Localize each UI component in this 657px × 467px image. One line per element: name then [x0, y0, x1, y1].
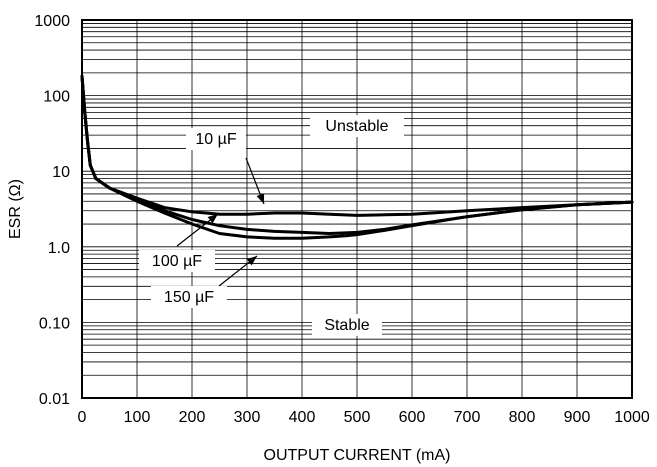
annotation-150uf: 150 µF: [164, 289, 214, 306]
annotation-10uf-box: [186, 128, 246, 150]
x-tick-label: 500: [344, 409, 371, 426]
x-tick-label: 100: [124, 409, 151, 426]
plot-frame: [81, 19, 633, 399]
arrow-150uf-head: [246, 256, 257, 266]
y-tick-label: 0.01: [39, 391, 70, 408]
y-axis-label: ESR (Ω): [7, 179, 24, 239]
annotation-unstable: Unstable: [325, 118, 388, 135]
arrow-100uf-head: [207, 214, 218, 224]
y-tick-label: 100: [43, 89, 70, 106]
x-tick-label: 700: [454, 409, 481, 426]
x-tick-label: 0: [78, 409, 87, 426]
x-tick-label: 900: [564, 409, 591, 426]
x-tick-label: 600: [399, 409, 426, 426]
x-tick-label: 300: [234, 409, 261, 426]
x-tick-label: 800: [509, 409, 536, 426]
x-axis-label: OUTPUT CURRENT (mA): [264, 447, 451, 464]
chart-annotations: Unstable Stable 10 µF 100 µF 150 µF: [139, 115, 404, 336]
data-series: [80, 74, 634, 240]
y-tick-label: 1.0: [48, 240, 70, 257]
x-tick-label: 1000: [614, 409, 650, 426]
series-line-3: [80, 74, 634, 240]
x-tick-label: 400: [289, 409, 316, 426]
y-tick-label: 10: [52, 164, 70, 181]
y-tick-label: 1000: [34, 13, 70, 30]
annotation-unstable-box: [310, 115, 404, 137]
annotation-100uf-box: [139, 250, 215, 272]
annotation-stable: Stable: [324, 317, 369, 334]
y-tick-label: 0.10: [39, 315, 70, 332]
annotation-150uf-box: [151, 286, 227, 308]
annotation-stable-box: [312, 314, 382, 336]
arrow-10uf-head: [256, 193, 265, 204]
annotation-10uf: 10 µF: [195, 131, 236, 148]
x-tick-label: 200: [179, 409, 206, 426]
axis-ticks: 0 100 200 300 400 500 600 700 800 900 1000 0.01 0.10…: [34, 13, 649, 426]
annotation-100uf: 100 µF: [152, 253, 202, 270]
